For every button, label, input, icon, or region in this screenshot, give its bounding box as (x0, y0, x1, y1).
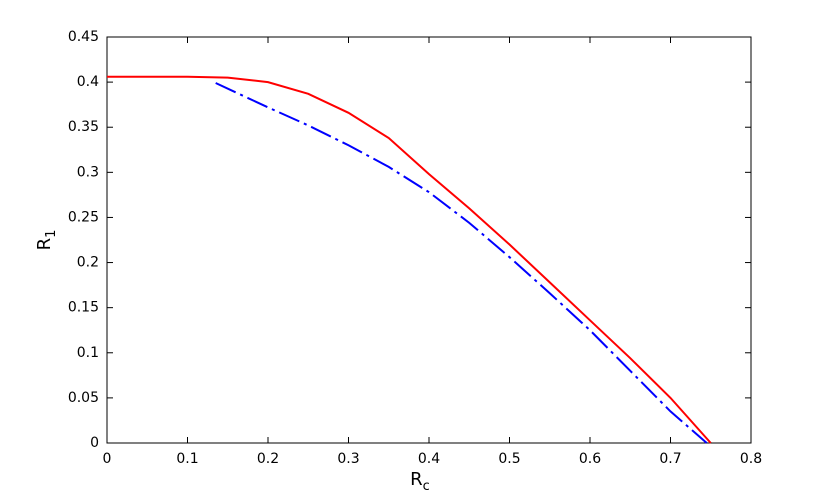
x-label-base: R (410, 469, 423, 490)
series-line (107, 75, 712, 444)
x-tick-label: 0.8 (740, 451, 762, 467)
y-tick-label: 0 (90, 435, 99, 451)
x-axis-label: Rc (410, 469, 430, 494)
x-label-sub: c (423, 479, 430, 494)
x-tick-label: 0.5 (498, 451, 520, 467)
series-line (215, 82, 708, 444)
y-tick-label: 0.3 (77, 164, 99, 180)
y-tick-label: 0.15 (68, 300, 99, 316)
x-tick-label: 0.6 (579, 451, 601, 467)
x-tick-label: 0.3 (337, 451, 359, 467)
x-tick-label: 0 (103, 451, 112, 467)
x-tick-label: 0.4 (418, 451, 440, 467)
y-tick-label: 0.05 (68, 390, 99, 406)
y-label-sub: 1 (44, 230, 59, 238)
y-tick-label: 0.25 (68, 209, 99, 225)
plot-frame (106, 36, 752, 444)
y-tick-label: 0.35 (68, 119, 99, 135)
y-tick-label: 0.45 (68, 29, 99, 45)
x-tick-label: 0.2 (257, 451, 279, 467)
x-tick-label: 0.7 (659, 451, 681, 467)
y-tick-label: 0.1 (77, 345, 99, 361)
x-tick-label: 0.1 (176, 451, 198, 467)
y-label-base: R (34, 238, 55, 251)
y-axis-label: R1 (34, 230, 59, 251)
y-tick-label: 0.2 (77, 255, 99, 271)
y-tick-label: 0.4 (77, 74, 99, 90)
